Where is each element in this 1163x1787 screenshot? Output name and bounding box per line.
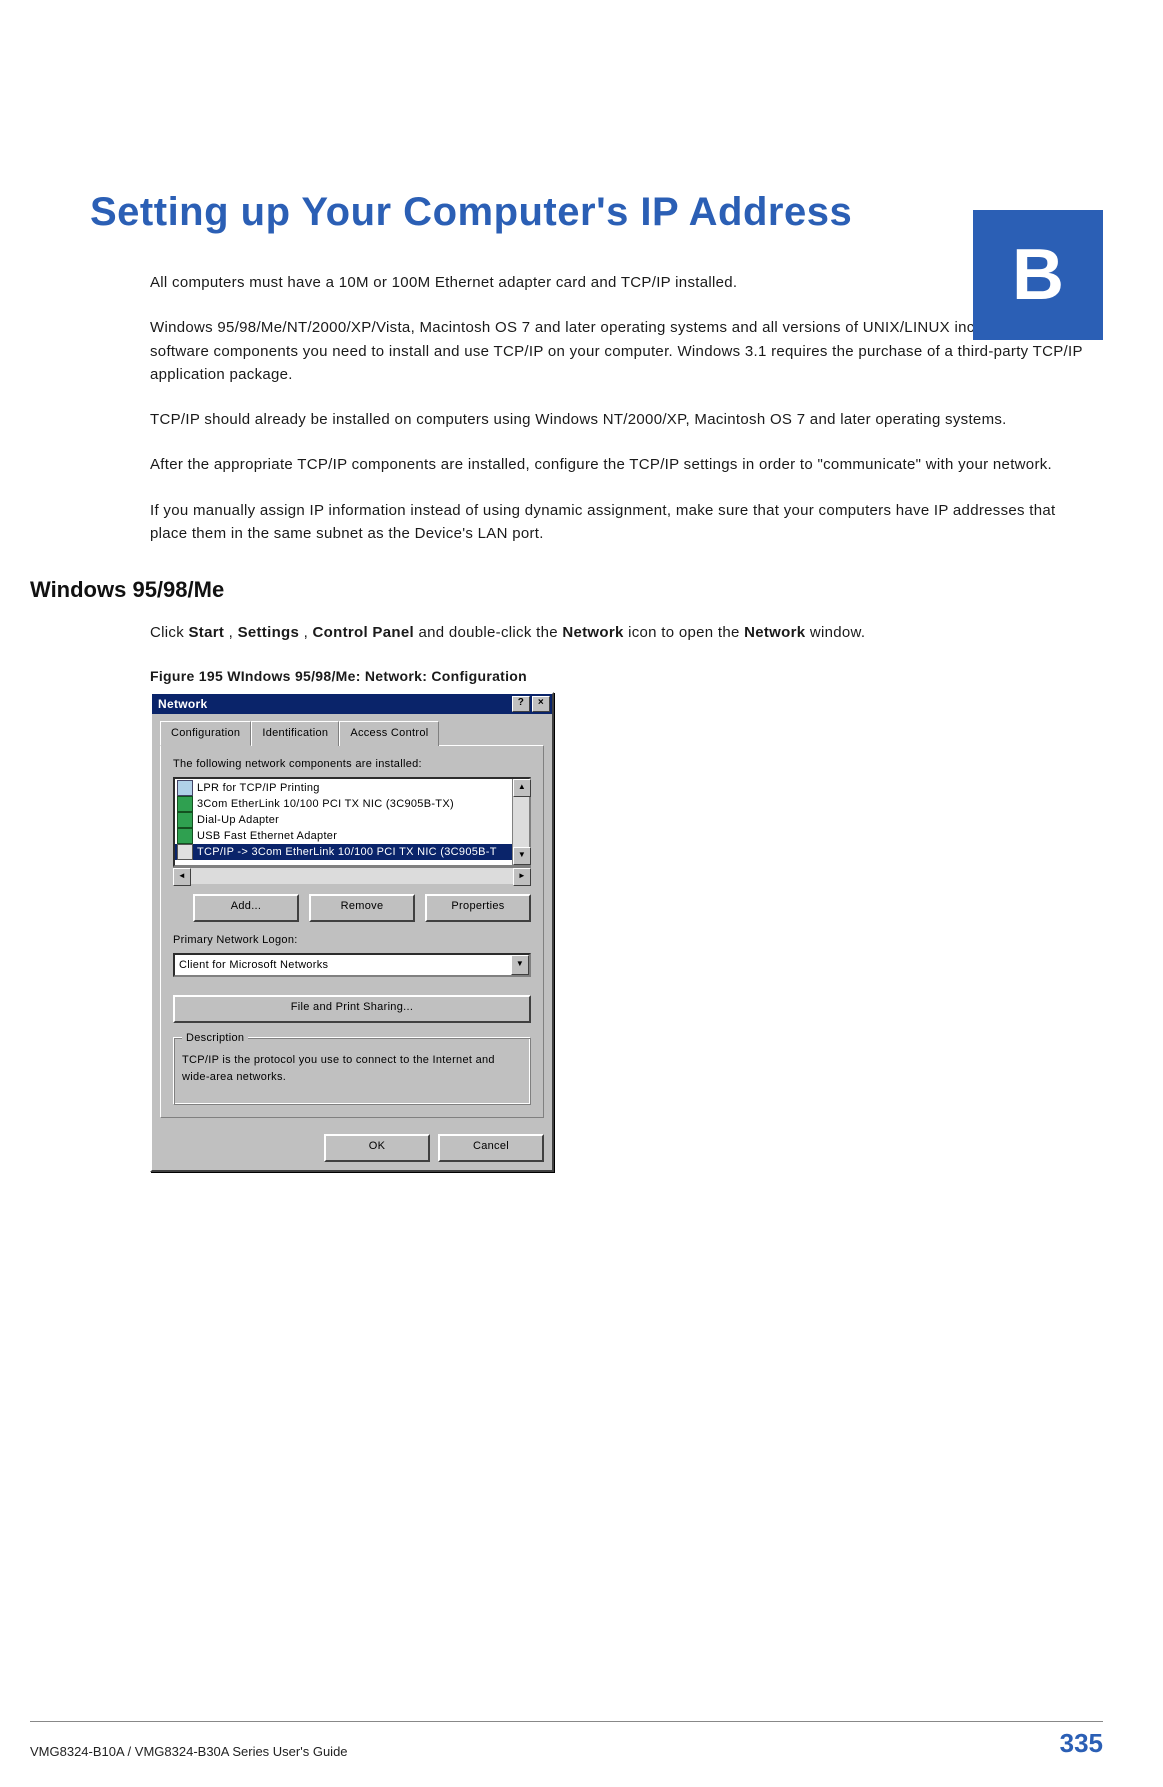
add-button[interactable]: Add... (193, 894, 299, 922)
help-icon[interactable]: ? (512, 696, 530, 712)
primary-logon-combo[interactable]: Client for Microsoft Networks ▼ (173, 953, 531, 977)
vertical-scrollbar[interactable]: ▲ ▼ (512, 779, 529, 865)
text: and double-click the (418, 624, 562, 641)
list-item-label: 3Com EtherLink 10/100 PCI TX NIC (3C905B… (197, 796, 454, 813)
tab-identification[interactable]: Identification (251, 721, 339, 746)
list-item[interactable]: USB Fast Ethernet Adapter (175, 828, 512, 844)
figure-caption: Figure 195 WIndows 95/98/Me: Network: Co… (150, 666, 1083, 688)
file-print-sharing-button[interactable]: File and Print Sharing... (173, 995, 531, 1023)
text: , (229, 624, 238, 641)
intro-para: After the appropriate TCP/IP components … (150, 453, 1083, 476)
tab-panel-configuration: The following network components are ins… (160, 745, 544, 1118)
cancel-button[interactable]: Cancel (438, 1134, 544, 1162)
bold-network2: Network (744, 624, 805, 641)
intro-para: TCP/IP should already be installed on co… (150, 408, 1083, 431)
list-item-label: LPR for TCP/IP Printing (197, 780, 320, 797)
bold-network: Network (562, 624, 623, 641)
appendix-letter: B (1012, 234, 1064, 316)
network-dialog: Network ? × Configuration Identification… (150, 692, 554, 1172)
list-item[interactable]: Dial-Up Adapter (175, 812, 512, 828)
bold-start: Start (188, 624, 224, 641)
list-item[interactable]: TCP/IP -> 3Com EtherLink 10/100 PCI TX N… (175, 844, 512, 860)
footer-guide: VMG8324-B10A / VMG8324-B30A Series User'… (30, 1744, 348, 1759)
remove-button[interactable]: Remove (309, 894, 415, 922)
page-title: Setting up Your Computer's IP Address (90, 190, 1103, 235)
horizontal-scrollbar[interactable]: ◄ ► (173, 867, 531, 884)
dialog-titlebar[interactable]: Network ? × (152, 694, 552, 714)
list-item-label: TCP/IP -> 3Com EtherLink 10/100 PCI TX N… (197, 844, 497, 861)
list-item[interactable]: LPR for TCP/IP Printing (175, 780, 512, 796)
list-item[interactable]: 3Com EtherLink 10/100 PCI TX NIC (3C905B… (175, 796, 512, 812)
tab-strip: Configuration Identification Access Cont… (160, 720, 544, 746)
list-item-label: USB Fast Ethernet Adapter (197, 828, 337, 845)
scroll-right-icon[interactable]: ► (513, 868, 531, 886)
nic-icon (177, 812, 193, 828)
dialog-title: Network (158, 695, 207, 714)
ok-button[interactable]: OK (324, 1134, 430, 1162)
intro-body: All computers must have a 10M or 100M Et… (150, 271, 1083, 545)
primary-logon-value: Client for Microsoft Networks (175, 957, 511, 974)
description-group: Description TCP/IP is the protocol you u… (173, 1037, 531, 1105)
scroll-left-icon[interactable]: ◄ (173, 868, 191, 886)
text: , (304, 624, 313, 641)
list-item-label: Dial-Up Adapter (197, 812, 279, 829)
components-label: The following network components are ins… (173, 756, 531, 773)
nic-icon (177, 828, 193, 844)
description-legend: Description (182, 1030, 248, 1047)
section-heading: Windows 95/98/Me (30, 577, 1163, 603)
properties-button[interactable]: Properties (425, 894, 531, 922)
tab-access-control[interactable]: Access Control (339, 721, 439, 746)
primary-logon-label: Primary Network Logon: (173, 932, 531, 949)
section-para: Click Start , Settings , Control Panel a… (150, 621, 1083, 644)
tcpip-icon (177, 844, 193, 860)
intro-para: Windows 95/98/Me/NT/2000/XP/Vista, Macin… (150, 316, 1083, 386)
scroll-up-icon[interactable]: ▲ (513, 779, 531, 797)
intro-para: All computers must have a 10M or 100M Et… (150, 271, 1083, 294)
bold-controlpanel: Control Panel (313, 624, 414, 641)
text: icon to open the (628, 624, 744, 641)
printer-icon (177, 780, 193, 796)
page-footer: VMG8324-B10A / VMG8324-B30A Series User'… (30, 1721, 1103, 1759)
footer-page-number: 335 (1060, 1728, 1103, 1759)
appendix-badge: B (973, 210, 1103, 340)
description-text: TCP/IP is the protocol you use to connec… (182, 1054, 495, 1083)
scroll-down-icon[interactable]: ▼ (513, 847, 531, 865)
intro-para: If you manually assign IP information in… (150, 499, 1083, 546)
section-body: Click Start , Settings , Control Panel a… (150, 621, 1083, 1172)
chevron-down-icon[interactable]: ▼ (511, 955, 529, 975)
close-icon[interactable]: × (532, 696, 550, 712)
nic-icon (177, 796, 193, 812)
text: Click (150, 624, 188, 641)
components-listbox[interactable]: LPR for TCP/IP Printing 3Com EtherLink 1… (173, 777, 531, 867)
text: window. (810, 624, 865, 641)
tab-configuration[interactable]: Configuration (160, 721, 251, 746)
bold-settings: Settings (238, 624, 300, 641)
